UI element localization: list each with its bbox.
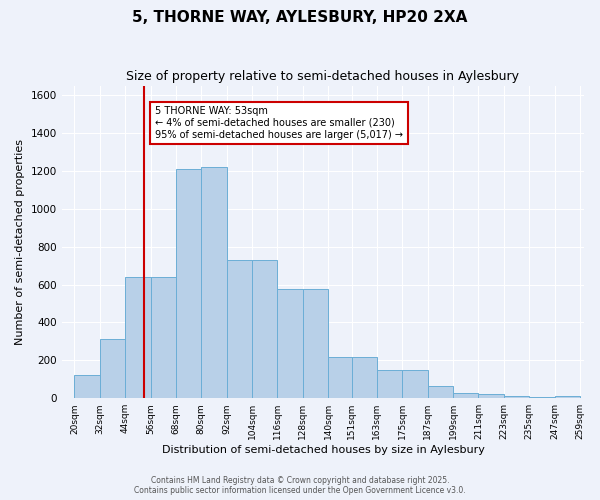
Text: 5, THORNE WAY, AYLESBURY, HP20 2XA: 5, THORNE WAY, AYLESBURY, HP20 2XA (133, 10, 467, 25)
Text: 5 THORNE WAY: 53sqm
← 4% of semi-detached houses are smaller (230)
95% of semi-d: 5 THORNE WAY: 53sqm ← 4% of semi-detache… (155, 106, 403, 140)
Bar (428, 386, 453, 398)
Bar (554, 396, 580, 398)
Bar (352, 358, 377, 398)
Bar (227, 260, 252, 398)
Bar (125, 277, 151, 398)
Y-axis label: Number of semi-detached properties: Number of semi-detached properties (15, 139, 25, 345)
X-axis label: Distribution of semi-detached houses by size in Aylesbury: Distribution of semi-detached houses by … (161, 445, 484, 455)
Bar (403, 370, 428, 398)
Bar (252, 260, 277, 398)
Bar (74, 376, 100, 398)
Bar (202, 167, 227, 398)
Text: Contains HM Land Registry data © Crown copyright and database right 2025.
Contai: Contains HM Land Registry data © Crown c… (134, 476, 466, 495)
Bar (377, 370, 403, 398)
Bar (504, 396, 529, 398)
Title: Size of property relative to semi-detached houses in Aylesbury: Size of property relative to semi-detach… (127, 70, 520, 83)
Bar (100, 340, 125, 398)
Bar (176, 169, 202, 398)
Bar (328, 358, 352, 398)
Bar (478, 394, 504, 398)
Bar (151, 277, 176, 398)
Bar (277, 290, 303, 398)
Bar (303, 290, 328, 398)
Bar (453, 392, 478, 398)
